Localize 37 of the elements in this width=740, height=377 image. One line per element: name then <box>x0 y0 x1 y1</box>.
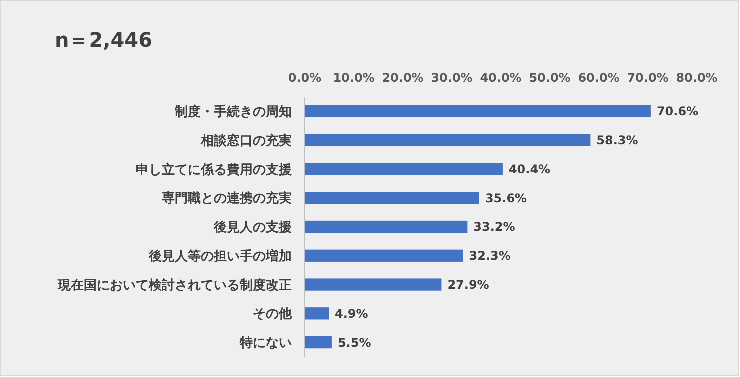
x-tick-label: 50.0% <box>529 71 571 85</box>
bar <box>305 220 468 234</box>
x-tick-label: 30.0% <box>431 71 473 85</box>
x-tick-label: 20.0% <box>382 71 424 85</box>
y-tick-label: 特にない <box>239 336 292 352</box>
data-label: 33.2% <box>474 220 516 234</box>
text: n＝2,446 <box>55 28 152 52</box>
y-tick-label: 専門職との連携の充実 <box>161 190 292 207</box>
data-label: 70.6% <box>656 104 699 119</box>
x-tick-label: 0.0% <box>288 71 322 85</box>
y-tick-label: 現在国において検討されている制度改正 <box>57 277 292 294</box>
data-label: 40.4% <box>508 162 551 176</box>
x-tick-label: 10.0% <box>333 71 375 85</box>
data-label: 32.3% <box>469 249 511 264</box>
data-label: 35.6% <box>485 191 528 206</box>
y-tick-label: 後見人の支援 <box>213 220 292 236</box>
data-label: 58.3% <box>596 134 638 148</box>
bar <box>305 134 591 146</box>
bar <box>305 192 480 204</box>
bar <box>305 163 503 176</box>
y-tick-label: その他 <box>253 307 293 322</box>
data-label: 4.9% <box>335 306 368 321</box>
bar <box>305 308 330 320</box>
bar <box>305 250 464 262</box>
y-tick-label: 制度・手続きの周知 <box>174 104 292 120</box>
data-label: 5.5% <box>338 336 372 350</box>
y-tick-label: 相談窓口の充実 <box>200 132 292 149</box>
x-tick-label: 60.0% <box>578 71 620 85</box>
bar <box>305 278 442 291</box>
y-tick-label: 後見人等の担い手の増加 <box>148 248 292 264</box>
data-label: 27.9% <box>448 278 490 292</box>
x-tick-label: 80.0% <box>676 71 718 85</box>
bar <box>305 105 651 118</box>
x-tick-label: 40.0% <box>480 71 522 85</box>
x-tick-label: 70.0% <box>627 71 669 85</box>
bar <box>305 336 332 349</box>
y-tick-label: 申し立てに係る費用の支援 <box>136 162 292 178</box>
